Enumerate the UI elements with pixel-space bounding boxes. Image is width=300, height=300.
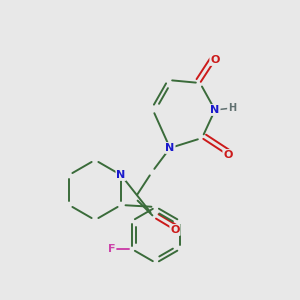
Text: N: N [210,105,220,115]
Text: O: O [223,150,233,160]
Text: F: F [108,244,116,254]
Text: H: H [228,103,236,113]
Text: O: O [170,225,180,235]
Text: N: N [165,143,175,153]
Text: N: N [116,170,126,180]
Text: O: O [210,55,220,65]
